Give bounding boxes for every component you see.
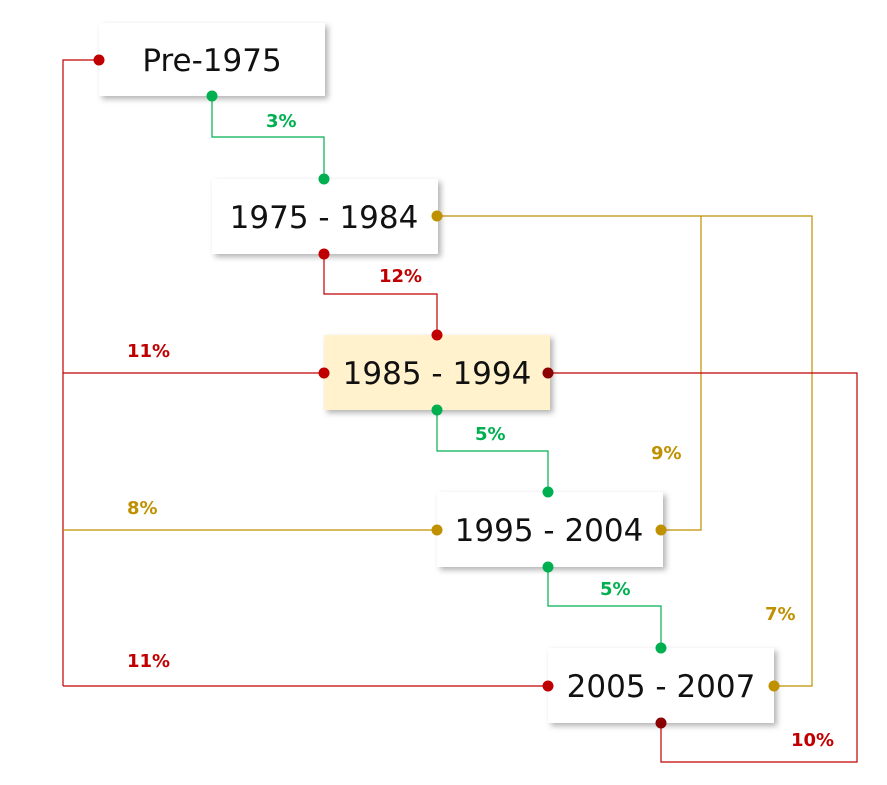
dot-1975-bottom — [318, 248, 330, 260]
period-box-pre1975: Pre-1975 — [99, 23, 325, 96]
dot-1975-top — [318, 173, 330, 185]
dot-pre1975-left — [93, 54, 105, 66]
period-boxes: Pre-1975 1975 - 1984 1985 - 1994 1995 - … — [99, 23, 774, 723]
dot-1985-bottom — [431, 404, 443, 416]
percentage-labels: 3% 12% 5% 5% 11% 8% 11% 9% 7% 10% — [127, 111, 834, 751]
period-label-2005-2007: 2005 - 2007 — [567, 669, 756, 705]
connector-1985-to-2005 — [548, 372, 858, 763]
dot-1975-right — [431, 210, 443, 222]
connector-pre1975-to-1975 — [211, 96, 325, 179]
dot-1995-bottom — [542, 561, 554, 573]
pct-label-pre1975-to-2005: 11% — [127, 651, 170, 672]
dot-1985-top — [431, 329, 443, 341]
period-box-2005-2007: 2005 - 2007 — [548, 648, 774, 723]
pct-label-1995-to-2005: 5% — [600, 579, 631, 600]
connector-1995-to-2005 — [547, 567, 662, 648]
dot-2005-bottom — [655, 717, 667, 729]
pct-label-1975-to-1985: 12% — [379, 266, 422, 287]
dot-1985-left — [318, 367, 330, 379]
dot-1985-right — [542, 367, 554, 379]
dot-2005-right — [768, 680, 780, 692]
pct-label-pre1975-to-1995: 8% — [127, 498, 158, 519]
period-box-1975-1984: 1975 - 1984 — [212, 179, 438, 254]
period-box-1985-1994: 1985 - 1994 — [324, 335, 550, 410]
dot-pre1975-bottom — [206, 90, 218, 102]
dot-2005-top — [655, 642, 667, 654]
period-label-1985-1994: 1985 - 1994 — [343, 356, 532, 392]
connector-1975-to-1985 — [323, 254, 438, 335]
dot-1995-right — [655, 524, 667, 536]
pct-label-pre1975-to-1985: 11% — [127, 341, 170, 362]
pct-label-1975-to-1995: 9% — [651, 443, 682, 464]
pct-label-pre1975-to-1975: 3% — [266, 111, 297, 132]
dot-2005-left — [542, 680, 554, 692]
dot-1995-top — [542, 486, 554, 498]
connector-dots — [93, 54, 780, 729]
connector-pre1975-trunk — [62, 59, 99, 686]
period-box-1995-2004: 1995 - 2004 — [437, 492, 663, 567]
pct-label-1985-to-1995: 5% — [475, 424, 506, 445]
period-label-1975-1984: 1975 - 1984 — [230, 200, 419, 236]
connectors — [62, 59, 858, 763]
pct-label-1975-to-2005: 7% — [765, 604, 796, 625]
connector-1985-to-1995 — [436, 410, 549, 492]
period-label-pre1975: Pre-1975 — [142, 43, 281, 79]
period-label-1995-2004: 1995 - 2004 — [455, 513, 644, 549]
dot-1995-left — [431, 524, 443, 536]
connector-1975-to-2005 — [701, 215, 813, 687]
pct-label-1985-to-2005: 10% — [791, 730, 834, 751]
